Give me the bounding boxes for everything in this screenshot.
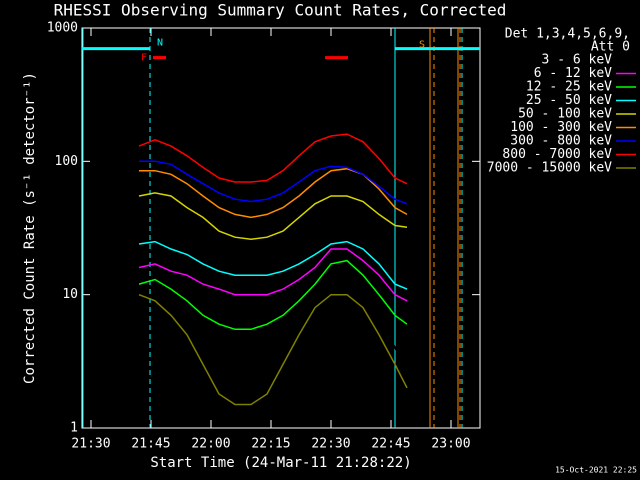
series-line xyxy=(138,293,408,406)
series-line xyxy=(138,240,408,290)
y-axis-label: Corrected Count Rate (s⁻¹ detector⁻¹) xyxy=(22,72,38,384)
plot-frame xyxy=(81,27,481,429)
x-tick-label: 22:00 xyxy=(191,437,230,452)
legend-label: 800 - 7000 keV xyxy=(502,147,612,162)
legend-label: 50 - 100 keV xyxy=(518,107,612,122)
footer: 15-Oct-2021 22:25 xyxy=(555,466,637,475)
series-line xyxy=(138,133,408,185)
series-line xyxy=(138,259,408,331)
series-line xyxy=(138,220,408,376)
series-line xyxy=(138,192,408,241)
legend-header: Det 1,3,4,5,6,9, xyxy=(505,27,630,42)
x-tick-label: 21:30 xyxy=(71,437,110,452)
flag-label: F xyxy=(141,53,147,64)
x-tick-label: 23:00 xyxy=(431,437,470,452)
legend-header: Att 0 xyxy=(591,40,630,55)
x-tick-label: 22:45 xyxy=(371,437,410,452)
series-line xyxy=(139,160,408,205)
x-axis-label: Start Time (24-Mar-11 21:28:22) xyxy=(150,455,411,471)
legend-label: 3 - 6 keV xyxy=(542,53,613,68)
y-tick-label: 10 xyxy=(62,287,78,302)
x-tick-label: 21:45 xyxy=(131,437,170,452)
y-tick-label: 1000 xyxy=(47,21,78,36)
x-tick-label: 22:30 xyxy=(311,437,350,452)
series-line xyxy=(138,248,408,302)
flag-label: S xyxy=(419,40,425,51)
legend-label: 100 - 300 keV xyxy=(510,120,612,135)
legend-label: 6 - 12 keV xyxy=(534,66,612,81)
legend-label: 7000 - 15000 keV xyxy=(487,161,612,176)
legend-label: 12 - 25 keV xyxy=(526,80,612,95)
y-tick-label: 1 xyxy=(70,421,78,436)
chart-title: RHESSI Observing Summary Count Rates, Co… xyxy=(54,1,507,20)
flag-label: N xyxy=(157,37,163,48)
legend-label: 25 - 50 keV xyxy=(526,93,612,108)
legend-label: 300 - 800 keV xyxy=(510,134,612,149)
y-tick-label: 100 xyxy=(55,154,78,169)
x-tick-label: 22:15 xyxy=(251,437,290,452)
